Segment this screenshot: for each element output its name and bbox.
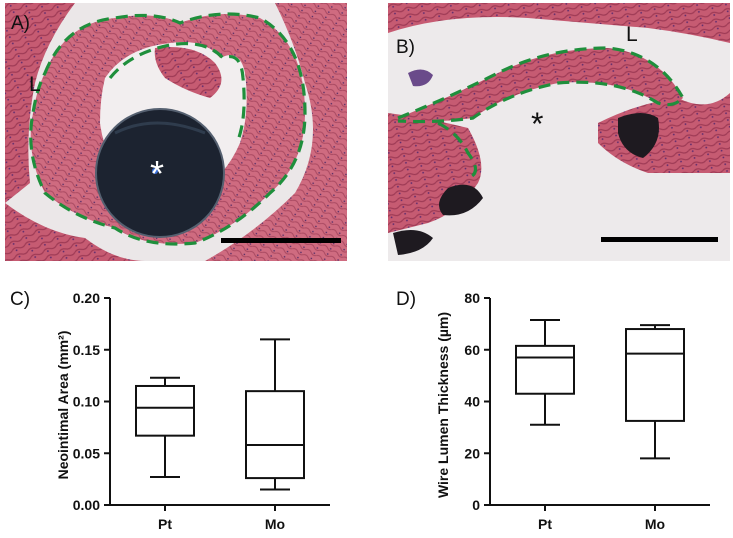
chart-c-y-tick-label: 0.10 — [73, 394, 100, 410]
chart-d-x-tick-label: Mo — [645, 516, 665, 532]
chart-c-ylabel: Neointimal Area (mm²) — [55, 331, 71, 480]
chart-c-y-tick-label: 0.15 — [73, 342, 100, 358]
chart-c-y-tick-label: 0.00 — [73, 497, 100, 513]
chart-d-box — [625, 328, 685, 422]
chart-c-x-tick-label: Pt — [158, 516, 172, 532]
chart-neointimal-area: C) Neointimal Area (mm²) 0.00 0.05 0.10 0.1… — [10, 289, 330, 532]
panel-a-wire-marker: * — [150, 153, 165, 194]
chart-d-ylabel: Wire Lumen Thickness (µm) — [435, 312, 451, 498]
panel-b-letter: B) — [396, 37, 415, 58]
chart-c-y-tick-label: 0.20 — [73, 290, 100, 306]
micrograph-panel-a: A) L * — [5, 3, 347, 261]
panel-a-letter: A) — [11, 13, 30, 34]
chart-d-box — [515, 344, 575, 395]
panel-a-lumen-label: L — [29, 73, 41, 96]
chart-c-box — [135, 384, 195, 437]
panel-b-wire-marker: * — [531, 106, 544, 142]
chart-c-x-tick-label: Mo — [265, 516, 285, 532]
chart-c-box — [245, 390, 305, 480]
chart-d-y-tick-label: 60 — [464, 342, 480, 358]
chart-d-y-tick-label: 0 — [472, 497, 480, 513]
panel-c-letter: C) — [10, 289, 30, 310]
micrograph-panel-b: B) L * — [388, 3, 730, 261]
micrograph-a-drawing — [5, 3, 347, 261]
chart-wire-lumen-thickness: D) Wire Lumen Thickness (µm) 0 20 40 60 80 Pt… — [396, 289, 710, 532]
panel-b-lumen-label: L — [626, 23, 638, 46]
chart-d-y-tick-label: 20 — [464, 445, 480, 461]
chart-d-x-tick-label: Pt — [538, 516, 552, 532]
chart-d-y-tick-label: 80 — [464, 290, 480, 306]
micrograph-b-drawing — [388, 3, 730, 261]
chart-c-y-tick-label: 0.05 — [73, 445, 100, 461]
chart-c-plot: 0.00 0.05 0.10 0.15 0.20 Pt Mo — [73, 290, 330, 532]
chart-d-plot: 0 20 40 60 80 Pt Mo — [464, 290, 710, 532]
panel-d-letter: D) — [396, 289, 416, 310]
chart-d-y-tick-label: 40 — [464, 394, 480, 410]
